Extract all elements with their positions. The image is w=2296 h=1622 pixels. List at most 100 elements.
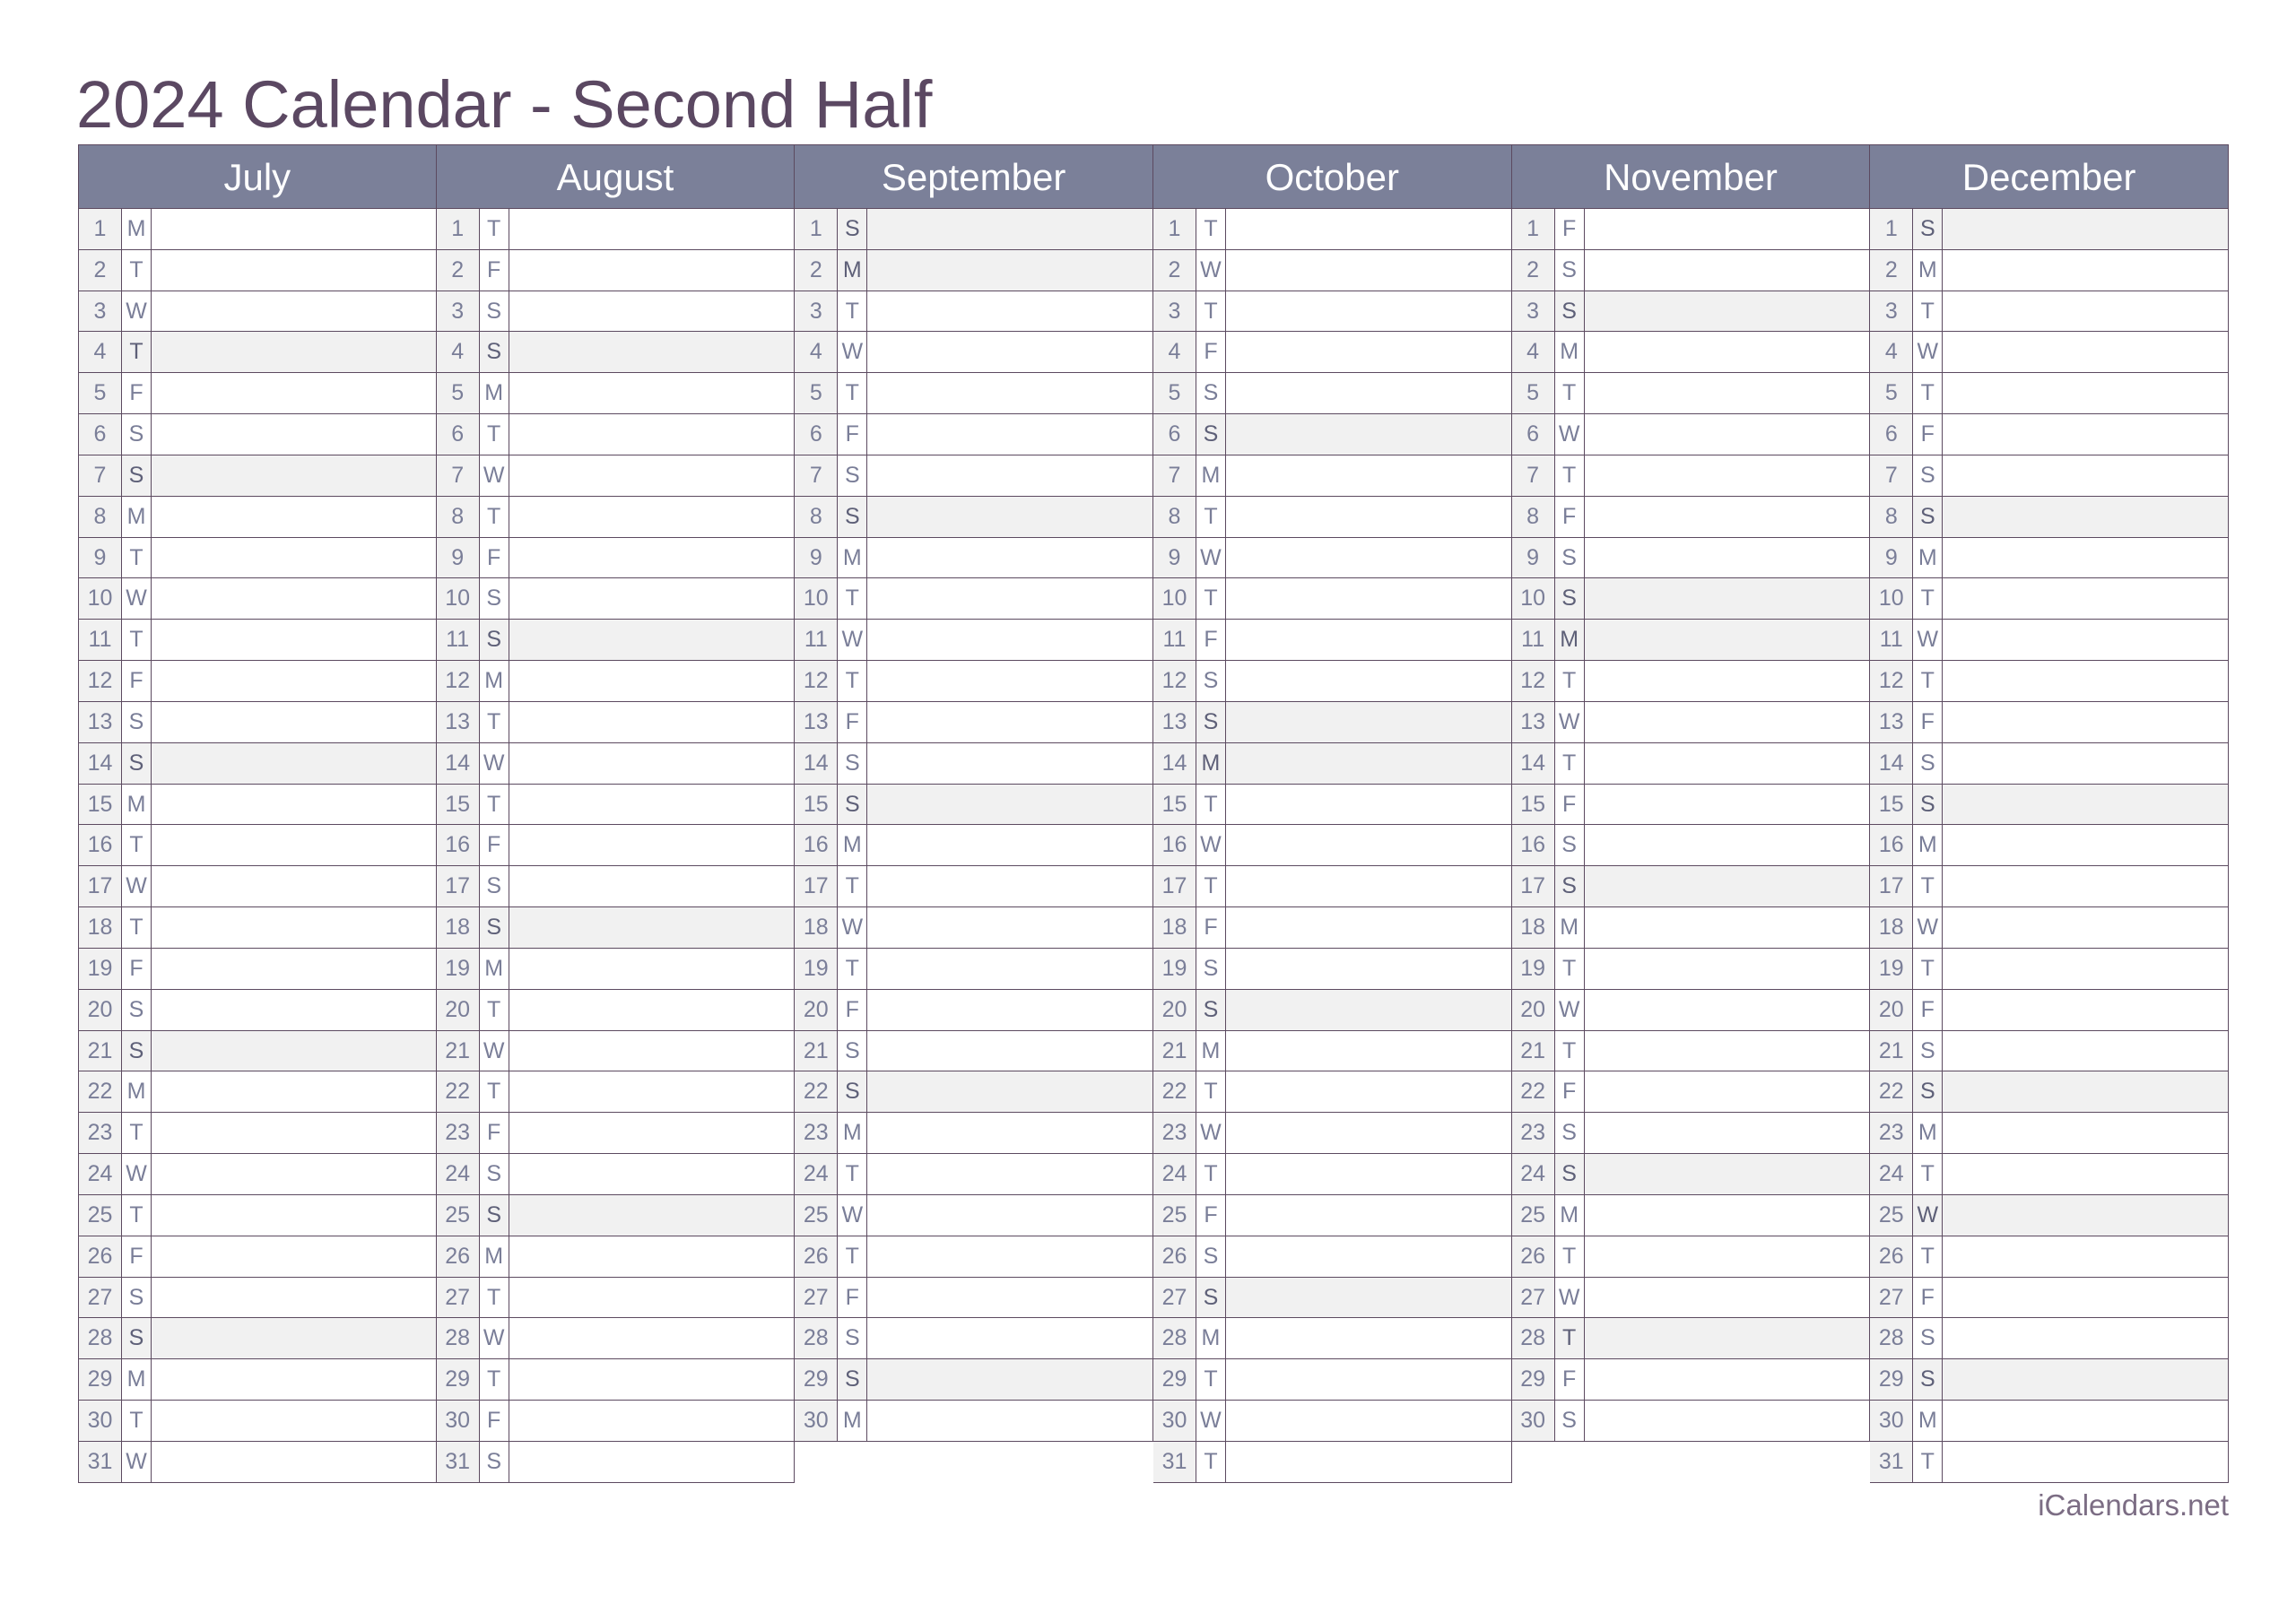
day-row[interactable]: 27 T: [436, 1277, 796, 1319]
note-cell[interactable]: [1225, 948, 1511, 989]
note-cell[interactable]: [509, 1318, 795, 1359]
note-cell[interactable]: [152, 866, 436, 907]
note-cell[interactable]: [1943, 1030, 2228, 1071]
note-cell[interactable]: [509, 1113, 795, 1154]
note-cell[interactable]: [152, 1113, 436, 1154]
day-row[interactable]: 30 F: [436, 1401, 796, 1442]
note-cell[interactable]: [1943, 661, 2228, 701]
day-row[interactable]: 18 W: [795, 907, 1153, 949]
day-row[interactable]: 12 T: [795, 661, 1153, 702]
note-cell[interactable]: [1584, 1359, 1870, 1401]
note-cell[interactable]: [152, 1071, 436, 1113]
note-cell[interactable]: [1943, 1359, 2228, 1401]
note-cell[interactable]: [867, 209, 1152, 249]
day-row[interactable]: 28 W: [436, 1318, 796, 1360]
note-cell[interactable]: [152, 209, 436, 249]
day-row[interactable]: 18 W: [1870, 907, 2229, 949]
note-cell[interactable]: [867, 701, 1152, 742]
note-cell[interactable]: [1943, 701, 2228, 742]
note-cell[interactable]: [1943, 249, 2228, 291]
day-row[interactable]: 11 M: [1511, 620, 1871, 662]
day-row[interactable]: 13 S: [1152, 701, 1512, 743]
note-cell[interactable]: [1225, 1359, 1511, 1401]
day-row[interactable]: 15 T: [436, 784, 796, 826]
day-row[interactable]: 22 M: [78, 1071, 437, 1114]
note-cell[interactable]: [1584, 948, 1870, 989]
day-row[interactable]: 23 M: [1870, 1113, 2229, 1155]
note-cell[interactable]: [1943, 578, 2228, 620]
note-cell[interactable]: [1943, 414, 2228, 455]
note-cell[interactable]: [1584, 1236, 1870, 1277]
note-cell[interactable]: [867, 414, 1152, 455]
day-row[interactable]: 27 W: [1511, 1277, 1871, 1319]
note-cell[interactable]: [1584, 907, 1870, 948]
note-cell[interactable]: [1225, 537, 1511, 578]
note-cell[interactable]: [152, 1030, 436, 1071]
note-cell[interactable]: [152, 1277, 436, 1318]
note-cell[interactable]: [1943, 1071, 2228, 1113]
day-row[interactable]: 11 T: [78, 620, 437, 662]
note-cell[interactable]: [509, 373, 795, 414]
day-row[interactable]: 25 T: [78, 1194, 437, 1236]
note-cell[interactable]: [1584, 825, 1870, 866]
note-cell[interactable]: [1943, 1401, 2228, 1441]
note-cell[interactable]: [1943, 1194, 2228, 1236]
note-cell[interactable]: [867, 1154, 1152, 1194]
day-row[interactable]: 12 M: [436, 661, 796, 702]
note-cell[interactable]: [152, 1441, 436, 1482]
note-cell[interactable]: [509, 1359, 795, 1401]
day-row[interactable]: 17 S: [436, 866, 796, 908]
note-cell[interactable]: [1584, 537, 1870, 578]
note-cell[interactable]: [867, 989, 1152, 1030]
day-row[interactable]: 15 M: [78, 784, 437, 826]
day-row[interactable]: 24 W: [78, 1154, 437, 1195]
note-cell[interactable]: [1584, 1030, 1870, 1071]
note-cell[interactable]: [152, 620, 436, 661]
note-cell[interactable]: [1943, 989, 2228, 1030]
note-cell[interactable]: [509, 1030, 795, 1071]
note-cell[interactable]: [152, 1401, 436, 1441]
day-row[interactable]: 29 M: [78, 1359, 437, 1401]
day-row[interactable]: 16 T: [78, 825, 437, 867]
day-row[interactable]: 26 T: [795, 1236, 1153, 1278]
note-cell[interactable]: [1584, 332, 1870, 373]
note-cell[interactable]: [509, 537, 795, 578]
day-row[interactable]: 23 W: [1152, 1113, 1512, 1155]
day-row[interactable]: 10 T: [1870, 578, 2229, 620]
note-cell[interactable]: [152, 825, 436, 866]
note-cell[interactable]: [1225, 1401, 1511, 1441]
day-row[interactable]: 28 T: [1511, 1318, 1871, 1360]
day-row[interactable]: 20 S: [78, 989, 437, 1031]
day-row[interactable]: 22 T: [1152, 1071, 1512, 1114]
note-cell[interactable]: [1584, 496, 1870, 537]
day-row[interactable]: 16 S: [1511, 825, 1871, 867]
day-row[interactable]: 24 S: [1511, 1154, 1871, 1195]
note-cell[interactable]: [867, 1071, 1152, 1113]
day-row[interactable]: 20 F: [795, 989, 1153, 1031]
day-row[interactable]: 24 T: [795, 1154, 1153, 1195]
note-cell[interactable]: [867, 249, 1152, 291]
day-row[interactable]: 28 S: [78, 1318, 437, 1360]
note-cell[interactable]: [1943, 496, 2228, 537]
note-cell[interactable]: [152, 455, 436, 496]
note-cell[interactable]: [867, 373, 1152, 414]
day-row[interactable]: 27 F: [1870, 1277, 2229, 1319]
note-cell[interactable]: [867, 496, 1152, 537]
